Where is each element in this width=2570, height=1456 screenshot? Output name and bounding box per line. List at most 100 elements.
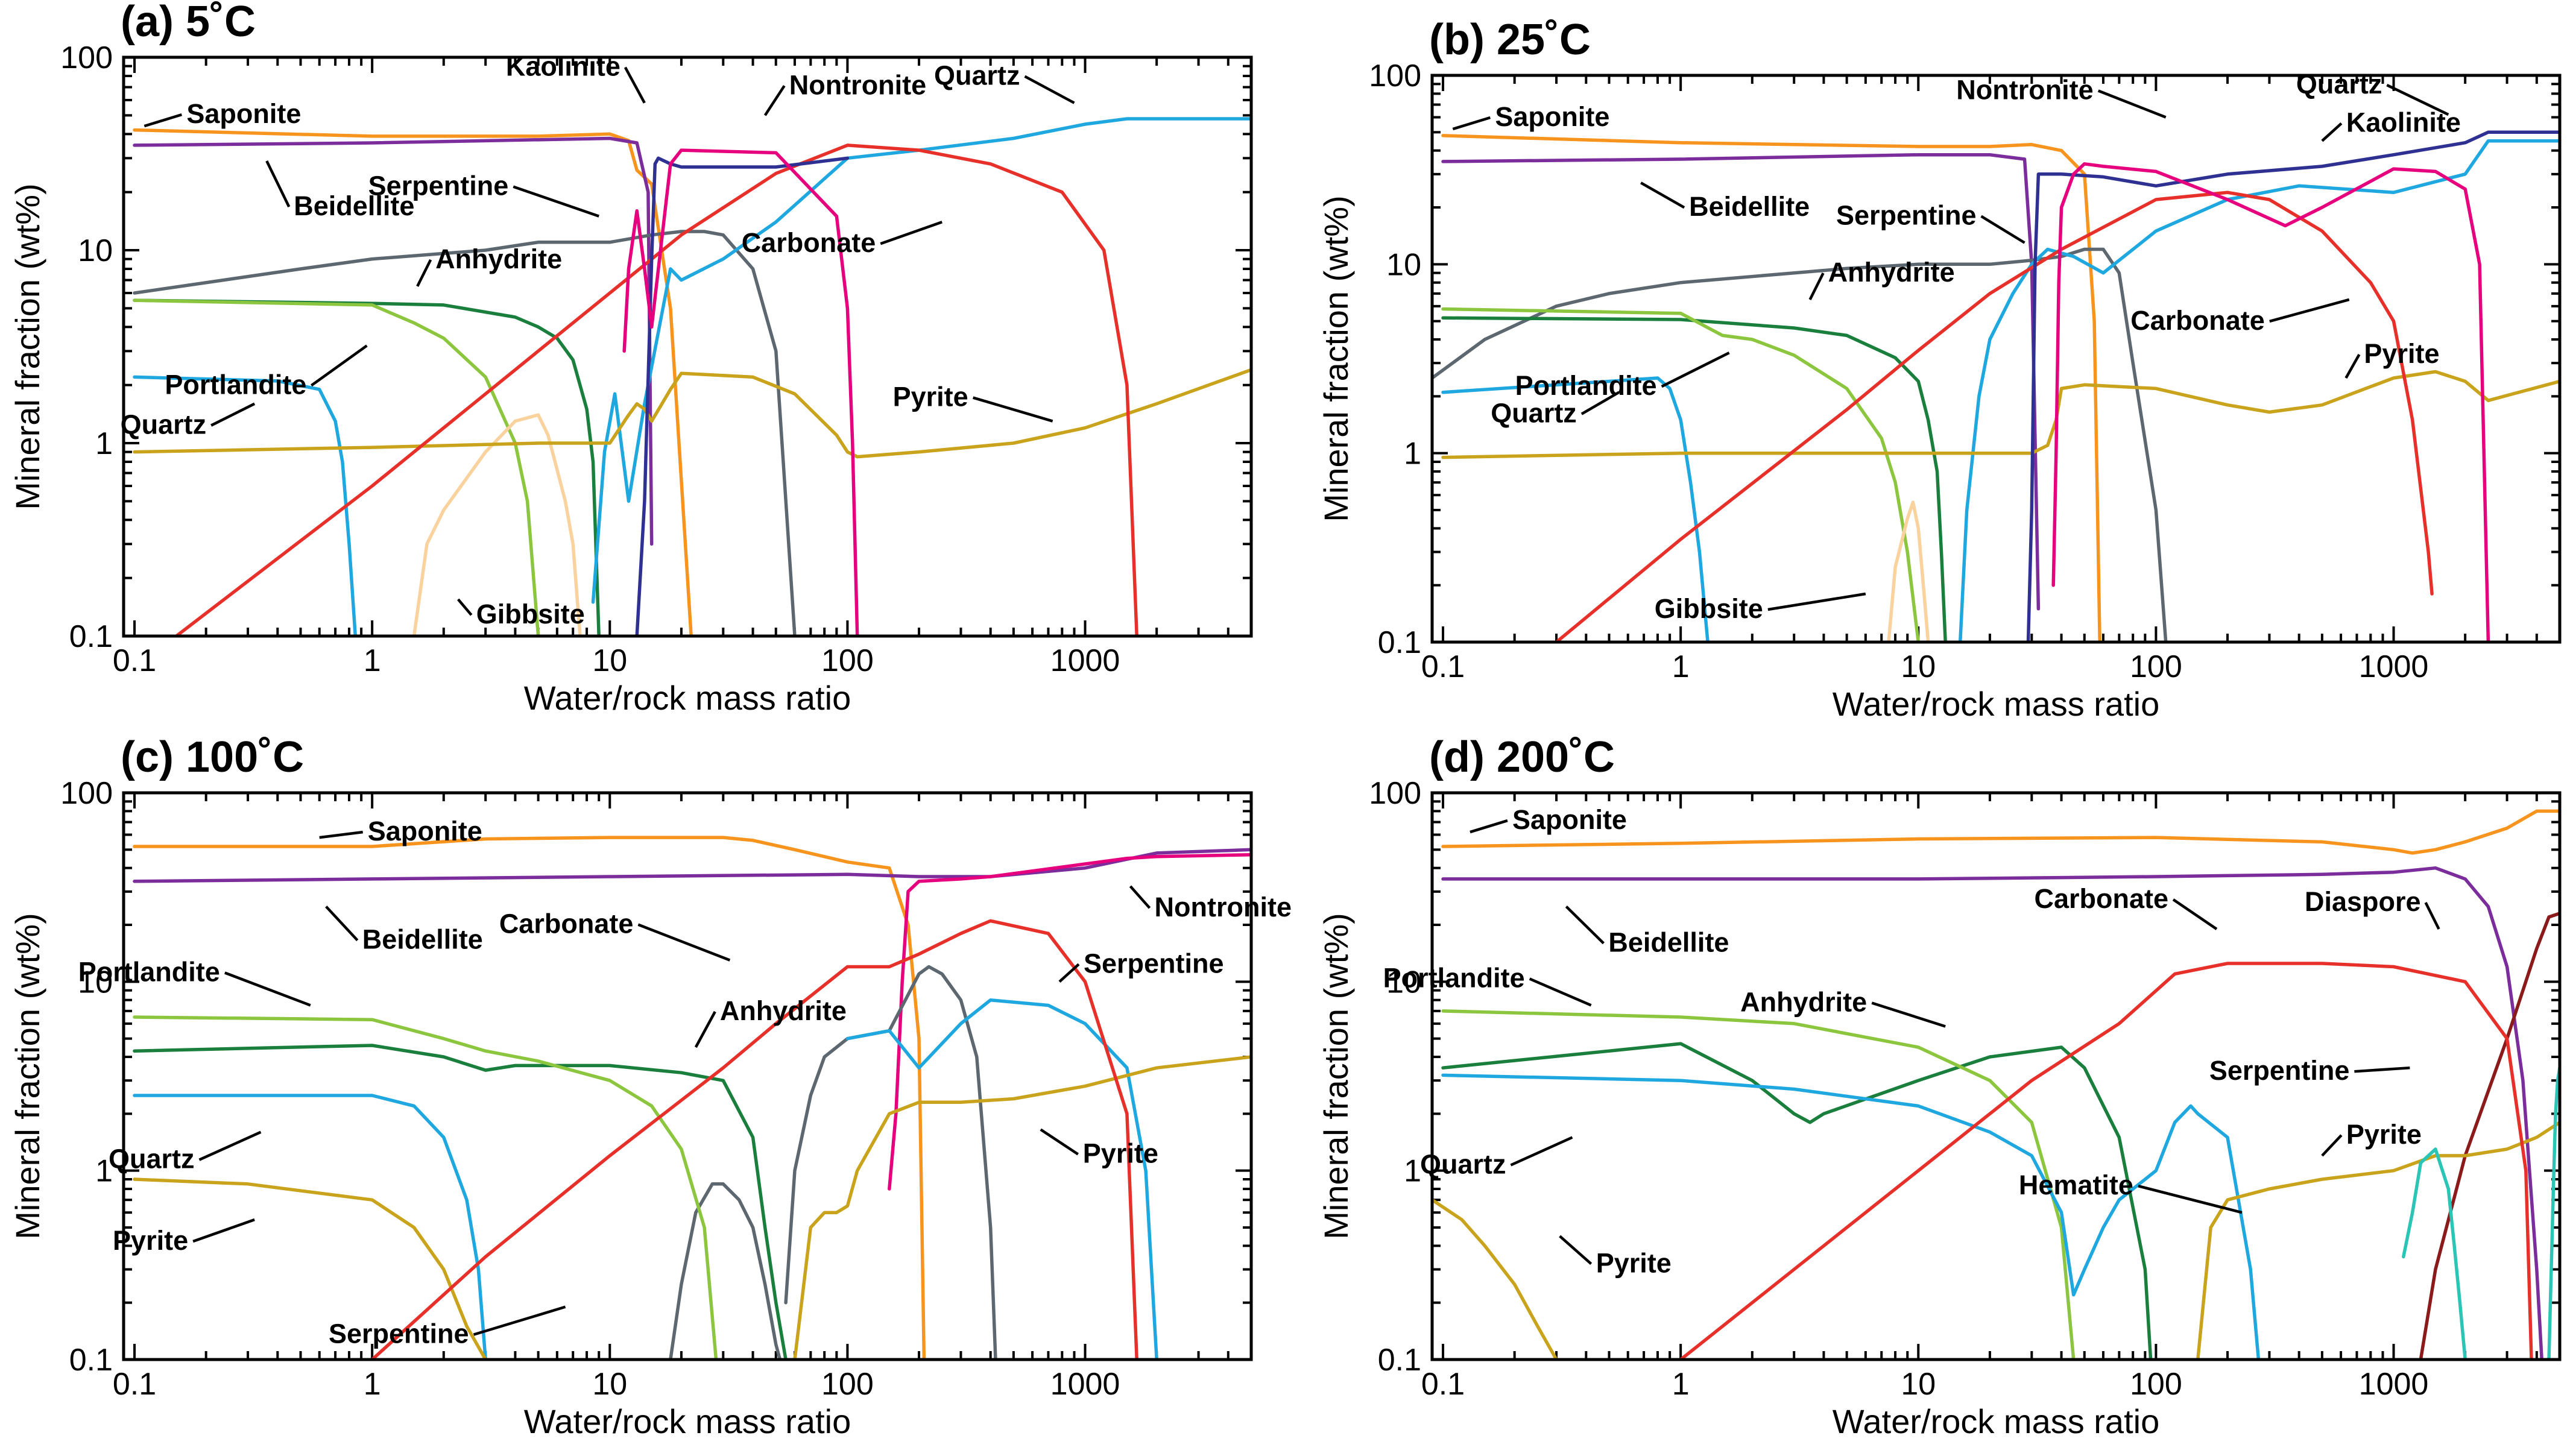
annotation-label: Portlandite bbox=[1515, 370, 1657, 401]
panel-a: (a) 5˚C0.1 1 10 100 10000.1110100Water/rock … bbox=[8, 0, 1253, 717]
annotation-leader bbox=[311, 344, 368, 387]
annotation-leader bbox=[2354, 1066, 2410, 1073]
x-tick-label: 1 bbox=[364, 643, 381, 678]
annotation-label: Pyrite bbox=[2346, 1119, 2422, 1150]
annotation-leader bbox=[473, 1305, 566, 1336]
annotation-label: Quartz bbox=[1420, 1149, 1506, 1179]
annotation-leader bbox=[192, 1218, 255, 1243]
annotation-label: Quartz bbox=[109, 1144, 195, 1174]
plot-frame bbox=[1430, 791, 2562, 1361]
annotation-leader bbox=[2424, 901, 2440, 930]
annotation-label: Saponite bbox=[368, 816, 482, 846]
y-tick-label: 100 bbox=[1369, 776, 1421, 811]
annotation-label: Serpentine bbox=[368, 171, 509, 201]
annotation-leader bbox=[319, 830, 363, 839]
series-line-nontronite bbox=[888, 852, 1251, 1191]
series-line-kaolinite bbox=[635, 156, 850, 636]
annotation-leader bbox=[880, 221, 942, 245]
annotation-leader bbox=[2172, 898, 2218, 930]
series-line-beidellite bbox=[1441, 866, 2543, 1360]
annotation-leader bbox=[144, 113, 183, 128]
annotation-label: Pyrite bbox=[113, 1225, 188, 1256]
annotation-leader bbox=[2269, 298, 2350, 323]
x-axis-label: Water/rock mass ratio bbox=[524, 1402, 851, 1440]
annotation-label: Hematite bbox=[2019, 1170, 2133, 1200]
series-line-carbonate bbox=[174, 143, 1138, 636]
annotation-label: Nontronite bbox=[789, 69, 926, 100]
series-line-serpentine bbox=[1432, 247, 2168, 642]
x-tick-label: 100 bbox=[2130, 649, 2182, 684]
y-tick-label: 10 bbox=[1386, 965, 1421, 1000]
series-line-carbonate bbox=[370, 919, 1138, 1360]
series-group bbox=[1432, 809, 2560, 1360]
annotation-leader bbox=[637, 923, 731, 962]
series-line-portlandite bbox=[1441, 307, 1921, 642]
annotation-label: Carbonate bbox=[499, 909, 634, 939]
series-line-beidellite bbox=[133, 136, 654, 546]
x-tick-label: 0.1 bbox=[113, 1367, 156, 1402]
annotation-leader bbox=[1640, 181, 1685, 209]
annotation-label: Anhydrite bbox=[435, 244, 562, 274]
series-line-carbonate bbox=[1555, 191, 2434, 642]
series-line-quartz bbox=[591, 117, 1251, 604]
annotation-label: Anhydrite bbox=[1828, 257, 1955, 288]
annotation-label: Nontronite bbox=[1956, 75, 2093, 106]
annotation-label: Carbonate bbox=[742, 227, 876, 258]
panel-title: (a) 5˚C bbox=[121, 0, 256, 46]
annotation-label: Saponite bbox=[1495, 101, 1609, 132]
annotation-label: Quartz bbox=[934, 60, 1020, 91]
annotation-label: Nontronite bbox=[1155, 892, 1292, 922]
annotation-label: Saponite bbox=[1512, 804, 1627, 835]
series-line-serpentine bbox=[784, 965, 997, 1360]
panel-title: (c) 100˚C bbox=[121, 733, 304, 781]
annotation-label: Pyrite bbox=[2364, 338, 2439, 369]
annotation-leader bbox=[265, 160, 291, 208]
annotation-label: Portlandite bbox=[1383, 962, 1525, 993]
annotation-label: Serpentine bbox=[2209, 1055, 2350, 1086]
annotation-leader bbox=[2386, 84, 2449, 116]
series-line-hematite bbox=[2402, 1147, 2467, 1360]
annotation-label: Pyrite bbox=[1596, 1247, 1672, 1278]
x-axis-label: Water/rock mass ratio bbox=[1833, 685, 2159, 723]
x-tick-label: 100 bbox=[821, 643, 874, 678]
x-tick-label: 1000 bbox=[1050, 1367, 1120, 1402]
annotation-label: Quartz bbox=[121, 409, 207, 440]
series-line-pyrite bbox=[133, 368, 1251, 459]
series-line-quartz-low-w-r bbox=[133, 1094, 487, 1360]
annotation-leader bbox=[1871, 1001, 1946, 1028]
series-line-saponite bbox=[1441, 134, 2101, 642]
annotation-label: Gibbsite bbox=[476, 599, 585, 629]
annotation-label: Anhydrite bbox=[720, 995, 847, 1026]
annotation-label: Anhydrite bbox=[1740, 986, 1867, 1017]
x-tick-label: 10 bbox=[1901, 649, 1936, 684]
y-tick-label: 0.1 bbox=[69, 619, 113, 654]
series-line-saponite bbox=[1441, 809, 2560, 855]
annotation-label: Beidellite bbox=[294, 191, 414, 221]
panel-d: (d) 200˚C0.1 1 10 100 10000.1110100Water/roc… bbox=[1317, 733, 2562, 1440]
annotation-leader bbox=[2344, 353, 2361, 379]
series-group bbox=[133, 836, 1251, 1360]
annotation-label: Quartz bbox=[2296, 69, 2382, 99]
annotation-label: Beidellite bbox=[1608, 927, 1729, 958]
series-line-kaolinite bbox=[2026, 130, 2560, 642]
annotation-label: Serpentine bbox=[1836, 200, 1977, 231]
annotation-label: Serpentine bbox=[329, 1319, 469, 1349]
series-line-gibbsite bbox=[412, 413, 582, 636]
y-tick-label: 1 bbox=[1404, 436, 1421, 471]
x-axis-label: Water/rock mass ratio bbox=[1833, 1402, 2159, 1440]
y-axis-label: Mineral fraction (wt%) bbox=[1317, 195, 1355, 522]
annotation-leader bbox=[325, 906, 359, 942]
annotation-leader bbox=[1510, 1136, 1573, 1167]
series-line-anhydrite bbox=[1441, 1042, 2153, 1360]
annotation-leader bbox=[513, 185, 599, 218]
series-line-pyrite-low-w-r bbox=[1432, 1198, 1558, 1360]
x-tick-label: 1000 bbox=[2359, 1367, 2429, 1402]
series-line-quartz bbox=[845, 998, 1158, 1360]
series-line-portlandite bbox=[133, 1015, 718, 1360]
x-tick-label: 100 bbox=[821, 1367, 874, 1402]
annotation-label: Pyrite bbox=[893, 382, 968, 412]
series-line-pyrite-low-w-r bbox=[133, 1177, 487, 1360]
panel-title: (d) 200˚C bbox=[1429, 733, 1615, 781]
annotation-leader bbox=[2321, 122, 2343, 142]
annotation-leader bbox=[2321, 1134, 2343, 1157]
